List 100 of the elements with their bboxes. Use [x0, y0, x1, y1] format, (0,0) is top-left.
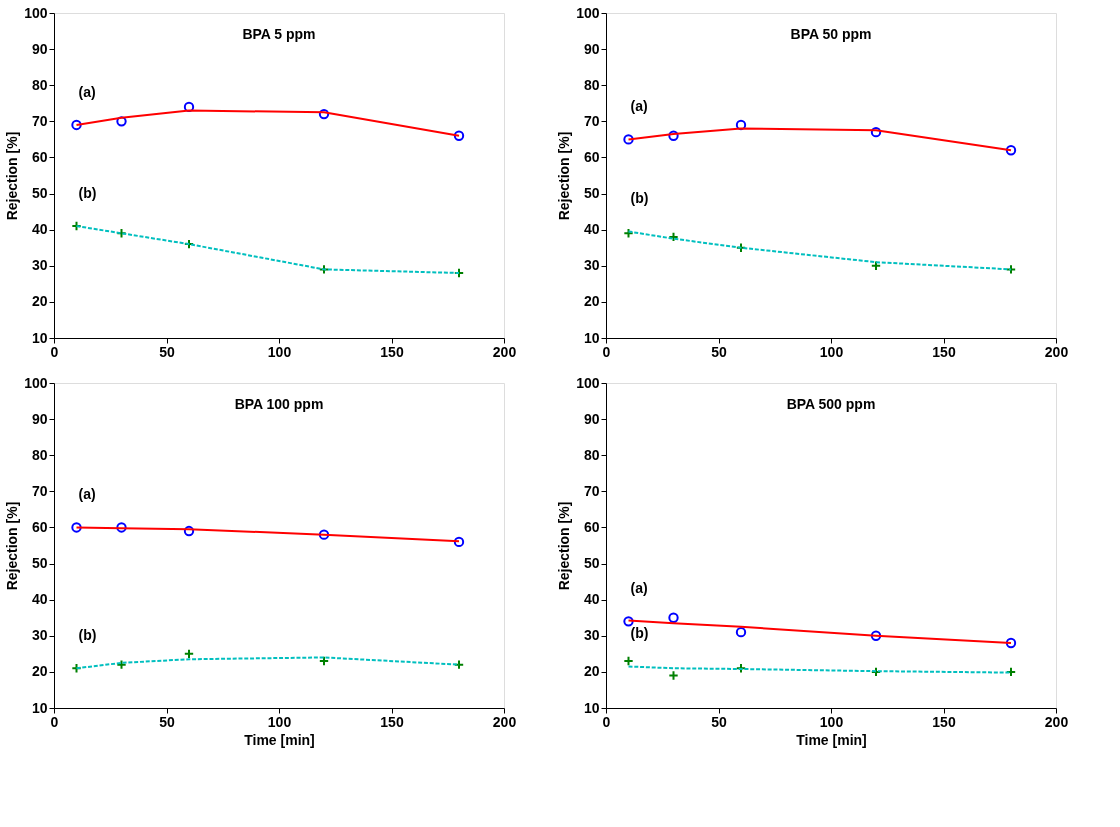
- point: [623, 134, 634, 145]
- y-tick-label: 100: [576, 4, 600, 21]
- point: [318, 529, 330, 540]
- y-tick-label: 20: [31, 663, 48, 680]
- annotation: (b): [78, 627, 97, 644]
- annotation: (a): [630, 579, 648, 596]
- y-tick-label: 60: [583, 148, 600, 165]
- x-tick-label: 200: [492, 343, 517, 360]
- y-tick-label: 80: [583, 76, 600, 93]
- y-tick-label: 60: [583, 518, 600, 535]
- text: BPA 500 ppm: [786, 396, 876, 412]
- annotation: (b): [630, 190, 649, 207]
- point: [870, 126, 882, 138]
- point: [623, 616, 634, 627]
- y-tick-label: 80: [583, 446, 600, 463]
- x-tick-label: 200: [492, 713, 517, 730]
- y-tick-label: 40: [583, 591, 600, 608]
- annotation: (a): [78, 83, 96, 100]
- y-tick-label: 40: [31, 221, 48, 238]
- x-tick-label: 0: [50, 713, 59, 730]
- y-tick-label: 90: [583, 410, 600, 427]
- x-tick-label: 0: [50, 343, 59, 360]
- x-tick-label: 150: [380, 343, 404, 360]
- y-tick-label: 20: [583, 293, 600, 310]
- line-series: [627, 665, 1012, 674]
- x-tick-label: 100: [267, 713, 292, 730]
- y-tick-label: 20: [583, 663, 600, 680]
- y-axis-title: Rejection [%]: [4, 501, 21, 591]
- point: [453, 536, 465, 548]
- point: [870, 630, 882, 641]
- y-tick-label: 10: [31, 699, 48, 716]
- y-tick-label: 80: [31, 446, 48, 463]
- point: [116, 116, 127, 127]
- y-tick-label: 40: [31, 591, 48, 608]
- y-tick-label: 30: [31, 627, 48, 644]
- y-tick-label: 70: [31, 482, 48, 499]
- x-tick-label: 100: [267, 343, 292, 360]
- point: [1005, 145, 1017, 156]
- text: BPA 100 ppm: [234, 396, 324, 412]
- y-tick-label: 20: [31, 293, 48, 310]
- y-tick-label: 70: [31, 112, 48, 129]
- line-series: [75, 526, 460, 543]
- x-tick-label: 150: [932, 343, 956, 360]
- y-tick-label: 40: [583, 221, 600, 238]
- annotation: (a): [78, 486, 96, 503]
- y-tick-label: 90: [583, 40, 600, 57]
- y-tick-label: 10: [31, 329, 48, 346]
- x-tick-label: 50: [711, 343, 727, 360]
- line-series: [627, 619, 1012, 644]
- point: [116, 659, 127, 670]
- point: [668, 130, 679, 141]
- x-tick-label: 150: [380, 713, 404, 730]
- text: BPA 5 ppm: [242, 26, 316, 42]
- y-axis-title: Rejection [%]: [4, 131, 21, 221]
- point: [668, 612, 679, 623]
- x-axis-title: Time [min]: [244, 731, 315, 748]
- y-tick-label: 10: [583, 329, 600, 346]
- y-tick-label: 60: [31, 518, 48, 535]
- y-tick-label: 30: [31, 257, 48, 274]
- point: [735, 626, 747, 638]
- point: [623, 655, 634, 667]
- y-tick-label: 100: [576, 374, 600, 391]
- point: [735, 119, 747, 131]
- x-tick-label: 0: [602, 713, 611, 730]
- x-tick-label: 200: [1044, 343, 1069, 360]
- point: [71, 119, 82, 131]
- x-tick-label: 200: [1044, 713, 1069, 730]
- point: [453, 130, 465, 141]
- y-tick-label: 30: [583, 627, 600, 644]
- y-tick-label: 100: [24, 374, 48, 391]
- annotation: (b): [630, 625, 649, 642]
- point: [183, 525, 195, 537]
- line-series: [627, 230, 1012, 271]
- x-axis-title: Time [min]: [796, 731, 867, 748]
- y-tick-label: 50: [583, 555, 600, 572]
- y-axis-title: Rejection [%]: [556, 131, 573, 221]
- y-tick-label: 70: [583, 482, 600, 499]
- y-tick-label: 80: [31, 76, 48, 93]
- y-tick-label: 70: [583, 112, 600, 129]
- annotation: (b): [78, 185, 97, 202]
- point: [71, 522, 82, 533]
- line-series: [627, 127, 1012, 152]
- point: [668, 670, 679, 681]
- y-axis-title: Rejection [%]: [556, 501, 573, 591]
- point: [183, 101, 195, 113]
- line-series: [75, 109, 460, 137]
- y-tick-label: 50: [31, 555, 48, 572]
- text: BPA 50 ppm: [790, 26, 872, 42]
- y-tick-label: 50: [31, 185, 48, 202]
- point: [1005, 637, 1017, 649]
- point: [116, 522, 127, 533]
- line-series: [75, 656, 460, 670]
- x-tick-label: 100: [819, 343, 844, 360]
- y-tick-label: 60: [31, 148, 48, 165]
- x-tick-label: 100: [819, 713, 844, 730]
- x-tick-label: 0: [602, 343, 611, 360]
- line-series: [75, 225, 460, 274]
- x-tick-label: 50: [159, 713, 175, 730]
- x-tick-label: 50: [159, 343, 175, 360]
- point: [318, 108, 330, 120]
